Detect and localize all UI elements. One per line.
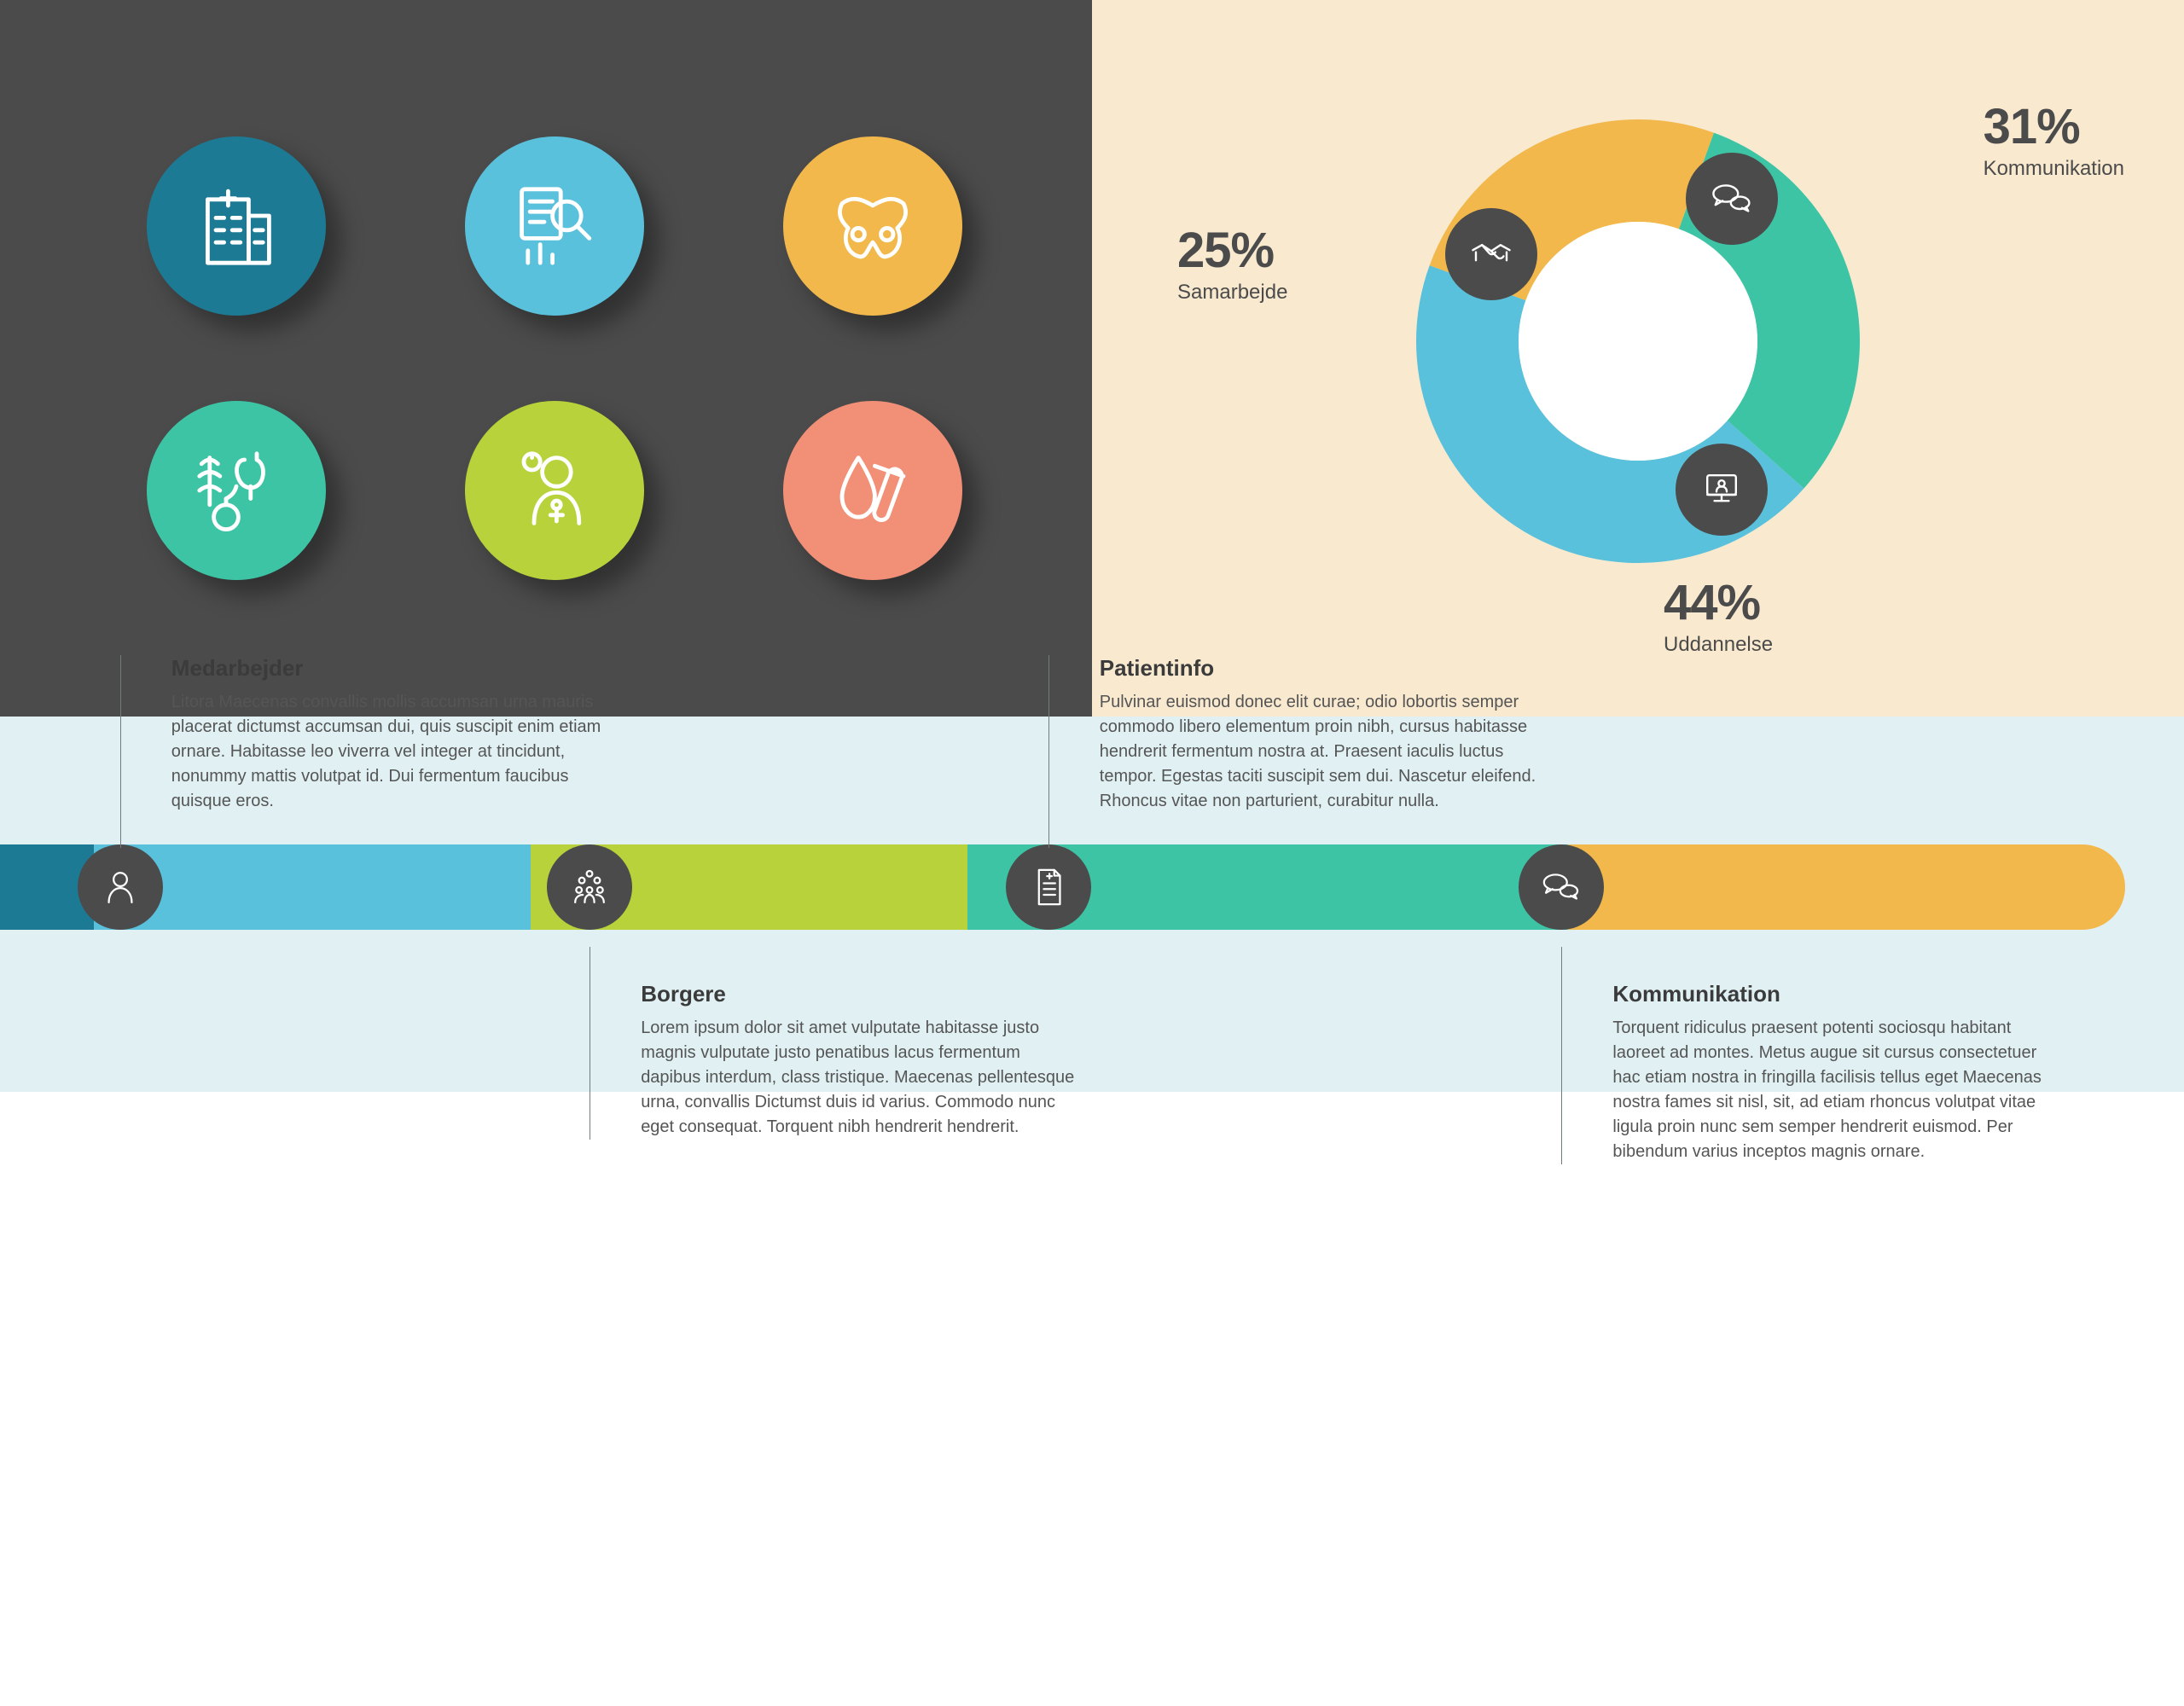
timeline-connector [1561,947,1562,1164]
pelvis-icon [783,136,962,316]
timeline-item-title: Medarbejder [171,655,615,682]
timeline-item: Borgere Lorem ipsum dolor sit amet vulput… [641,981,1084,1140]
timeline-item-body: Litora Maecenas convallis mollis accumsa… [171,690,615,814]
timeline-segment [1568,844,2125,930]
timeline-item: Kommunikation Torquent ridiculus praesent… [1612,981,2056,1164]
doctor-icon [465,401,644,580]
timeline-item-body: Lorem ipsum dolor sit amet vulputate hab… [641,1016,1084,1140]
icon-grid-panel [0,0,1092,717]
donut-chart-panel: 31%Kommunikation 44%Uddannelse 25%Samarbej… [1092,0,2184,717]
donut-label-samarbejde: 25%Samarbejde [1177,222,1287,305]
timeline-item-title: Patientinfo [1100,655,1543,682]
chat-icon [1686,153,1778,245]
handshake-icon [1445,208,1537,300]
donut-pct: 25% [1177,222,1287,279]
timeline-bar [0,844,2184,930]
group-icon [547,844,632,930]
timeline-item: Medarbejder Litora Maecenas convallis mol… [171,655,615,814]
report-search-icon [465,136,644,316]
timeline-connector [1048,655,1049,848]
person-icon [78,844,163,930]
nutrition-icon [147,401,326,580]
hospital-icon [147,136,326,316]
donut-text: Samarbejde [1177,281,1287,305]
document-icon [1006,844,1091,930]
donut-pct: 31% [1984,98,2124,155]
donut-text: Kommunikation [1984,157,2124,181]
timeline-connector [120,655,121,848]
infographic-page: 31%Kommunikation44%Uddannelse25%Samarbej… [0,0,2184,1092]
donut-label-uddannelse: 44%Uddannelse [1664,574,1773,657]
blood-test-icon [783,401,962,580]
donut-pct: 44% [1664,574,1773,631]
donut-chart [1416,119,1860,563]
donut-label-kommunikation: 31%Kommunikation [1984,98,2124,181]
training-icon [1676,444,1768,536]
timeline-panel: MedarbejderLitora Maecenas convallis mol… [0,717,2184,1092]
timeline-item-body: Torquent ridiculus praesent potenti soci… [1612,1016,2056,1164]
chat-icon [1519,844,1604,930]
timeline-item-title: Kommunikation [1612,981,2056,1007]
timeline-item-title: Borgere [641,981,1084,1007]
donut-text: Uddannelse [1664,633,1773,657]
top-row: 31%Kommunikation 44%Uddannelse 25%Samarbej… [0,0,2184,717]
timeline-item-body: Pulvinar euismod donec elit curae; odio … [1100,690,1543,814]
timeline-item: Patientinfo Pulvinar euismod donec elit c… [1100,655,1543,814]
